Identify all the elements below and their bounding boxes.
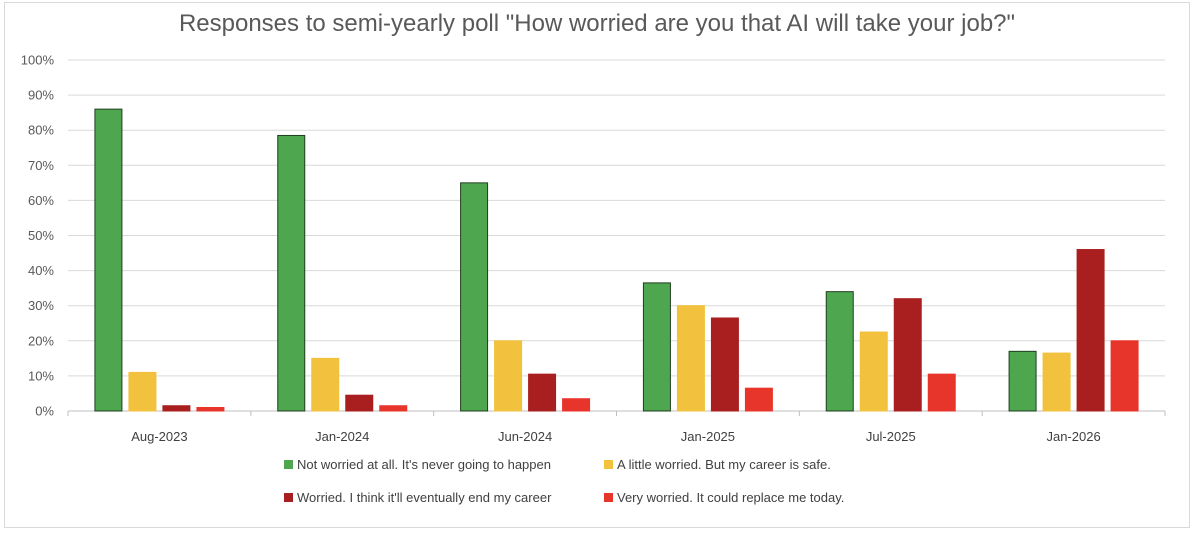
bar-jan-2026-series-4 (1110, 340, 1139, 412)
bar-jan-2025-series-3 (710, 317, 739, 412)
bar-jul-2025-series-4 (927, 373, 956, 412)
legend-item-4: Very worried. It could replace me today. (604, 490, 844, 505)
legend-label: Very worried. It could replace me today. (617, 490, 844, 505)
chart-frame: Responses to semi-yearly poll "How worri… (4, 2, 1190, 528)
y-tick-label: 0% (35, 404, 54, 419)
bar-jun-2024-series-3 (528, 373, 557, 412)
x-tick-label: Jan-2025 (681, 429, 735, 444)
bar-jan-2026-series-3 (1076, 249, 1105, 412)
y-tick-label: 90% (28, 88, 54, 103)
bar-jan-2025-series-2 (676, 305, 705, 412)
bar-aug-2023-series-4 (196, 406, 225, 412)
x-axis: Aug-2023 Jan-2024 Jun-2024 Jan-2025 Jul-2025… (67, 411, 1166, 444)
legend-swatch (284, 493, 293, 502)
y-tick-label: 60% (28, 193, 54, 208)
y-axis: 0% 10% 20% 30% 40% 50% 60% 70% 80% 90% 100% (21, 53, 55, 419)
legend: Not worried at all. It's never going to … (284, 457, 844, 505)
bar-jul-2025-series-1 (825, 291, 854, 412)
legend-swatch (604, 460, 613, 469)
gridlines (68, 59, 1165, 412)
legend-swatch (604, 493, 613, 502)
bar-aug-2023-series-2 (128, 371, 157, 412)
y-tick-label: 20% (28, 333, 54, 348)
bar-jan-2025-series-1 (642, 282, 671, 412)
bar-jan-2024-series-1 (277, 134, 306, 412)
bar-jun-2024-series-2 (494, 340, 523, 412)
y-tick-label: 70% (28, 158, 54, 173)
y-tick-label: 100% (21, 53, 55, 68)
legend-label: Worried. I think it'll eventually end my… (297, 490, 552, 505)
bar-jan-2024-series-4 (379, 405, 408, 412)
x-tick-label: Aug-2023 (131, 429, 187, 444)
bar-jul-2025-series-3 (893, 298, 922, 412)
x-tick-label: Jan-2024 (315, 429, 369, 444)
x-tick-label: Jul-2025 (866, 429, 916, 444)
bar-aug-2023-series-1 (94, 108, 123, 412)
chart-title: Responses to semi-yearly poll "How worri… (179, 10, 1015, 37)
legend-item-1: Not worried at all. It's never going to … (284, 457, 551, 472)
bar-jul-2025-series-2 (859, 331, 888, 412)
bar-jan-2026-series-1 (1008, 350, 1037, 412)
y-tick-label: 80% (28, 123, 54, 138)
y-tick-label: 30% (28, 298, 54, 313)
bar-chart: Responses to semi-yearly poll "How worri… (21, 10, 1166, 505)
bar-aug-2023-series-3 (162, 405, 191, 412)
legend-label: A little worried. But my career is safe. (617, 457, 831, 472)
y-tick-label: 50% (28, 228, 54, 243)
legend-label: Not worried at all. It's never going to … (297, 457, 551, 472)
y-tick-label: 40% (28, 263, 54, 278)
bar-jun-2024-series-4 (562, 398, 591, 412)
bar-jan-2024-series-2 (311, 357, 340, 412)
bar-jan-2025-series-4 (744, 387, 773, 412)
bar-jan-2024-series-3 (345, 394, 374, 412)
legend-item-3: Worried. I think it'll eventually end my… (284, 490, 552, 505)
x-tick-label: Jun-2024 (498, 429, 552, 444)
bar-jan-2026-series-2 (1042, 352, 1071, 412)
legend-swatch (284, 460, 293, 469)
legend-item-2: A little worried. But my career is safe. (604, 457, 831, 472)
y-tick-label: 10% (28, 368, 54, 383)
bar-jun-2024-series-1 (460, 182, 489, 412)
bars (94, 108, 1139, 412)
x-tick-label: Jan-2026 (1046, 429, 1100, 444)
